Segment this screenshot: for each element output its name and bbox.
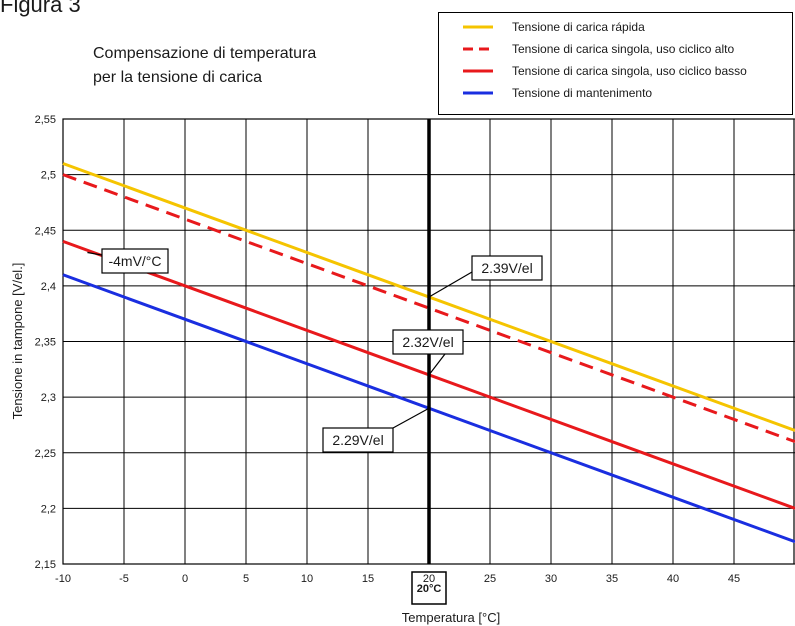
legend: Tensione di carica rápida Tensione di car… <box>438 12 793 115</box>
x-tick-label-11: 45 <box>728 573 740 585</box>
legend-label-2: Tensione di carica singola, uso ciclico … <box>512 64 747 78</box>
x-tick-label-1: -5 <box>119 573 129 585</box>
legend-swatch-3 <box>463 91 493 95</box>
annotation-box-0 <box>101 248 169 274</box>
y-tick-label-5: 2,4 <box>41 281 56 293</box>
x-tick-label-8: 30 <box>545 573 557 585</box>
chart-title-line-1: Compensazione di temperatura <box>93 45 317 62</box>
annotation-box-1 <box>471 255 543 281</box>
x-tick-label-7: 25 <box>484 573 496 585</box>
legend-swatch-0 <box>463 25 493 29</box>
legend-entry-1: Tensione di carica singola, uso ciclico … <box>439 39 792 61</box>
legend-label-0: Tensione di carica rápida <box>512 20 645 34</box>
series-line-1 <box>62 173 795 444</box>
chart-title: Compensazione di temperatura per la tens… <box>93 42 316 90</box>
legend-swatch-1 <box>463 47 493 51</box>
annotations: -4mV/°C 2.39V/el 2.32V/el 2.29V/el <box>87 248 543 453</box>
annotation-label-1: 2.39V/el <box>481 260 532 276</box>
y-tick-label-3: 2,3 <box>41 392 56 404</box>
annotation-leader-1 <box>428 271 473 298</box>
annotation-label-2: 2.32V/el <box>402 334 453 350</box>
legend-entry-2: Tensione di carica singola, uso ciclico … <box>439 61 792 83</box>
x-tick-label-6: 20 <box>423 573 435 585</box>
legend-label-3: Tensione di mantenimento <box>512 86 653 100</box>
x-tick-label-0: -10 <box>55 573 71 585</box>
legend-entry-3: Tensione di mantenimento <box>439 83 792 105</box>
reference-label-box <box>411 571 447 605</box>
x-tick-label-2: 0 <box>182 573 188 585</box>
x-tick-label-5: 15 <box>362 573 374 585</box>
annotation-box-3 <box>322 427 394 453</box>
y-tick-label-4: 2,35 <box>35 337 56 349</box>
y-axis-label: Tensione in tampone [V/el.] <box>10 263 25 420</box>
figure-label: Figura 3 <box>0 0 81 17</box>
x-tick-label-9: 35 <box>606 573 618 585</box>
x-tick-label-4: 10 <box>301 573 313 585</box>
y-tick-label-6: 2,45 <box>35 225 56 237</box>
chart-title-line-2: per la tensione di carica <box>93 69 262 86</box>
reference-line: 20°C <box>411 119 447 605</box>
y-tick-label-7: 2,5 <box>41 170 56 182</box>
annotation-box-2 <box>392 329 464 355</box>
y-tick-label-1: 2,2 <box>41 503 56 515</box>
annotation-leader-3 <box>392 407 430 429</box>
x-tick-label-10: 40 <box>667 573 679 585</box>
reference-label: 20°C <box>417 583 442 595</box>
annotation-label-3: 2.29V/el <box>332 432 383 448</box>
annotation-label-0: -4mV/°C <box>108 253 161 269</box>
x-tick-label-3: 5 <box>243 573 249 585</box>
legend-label-1: Tensione di carica singola, uso ciclico … <box>512 42 735 56</box>
x-axis-label: Temperatura [°C] <box>402 610 500 625</box>
legend-entry-0: Tensione di carica rápida <box>439 17 792 39</box>
legend-swatch-2 <box>463 69 493 73</box>
tick-labels: -10 -5 0 5 10 15 20 25 30 35 40 45 2,15 2,2 2,25 2,3 2,3… <box>35 114 741 585</box>
y-tick-label-8: 2,55 <box>35 114 56 126</box>
annotation-leader-2 <box>428 353 446 376</box>
y-tick-label-2: 2,25 <box>35 448 56 460</box>
y-tick-label-0: 2,15 <box>35 559 56 571</box>
grid <box>62 118 795 565</box>
